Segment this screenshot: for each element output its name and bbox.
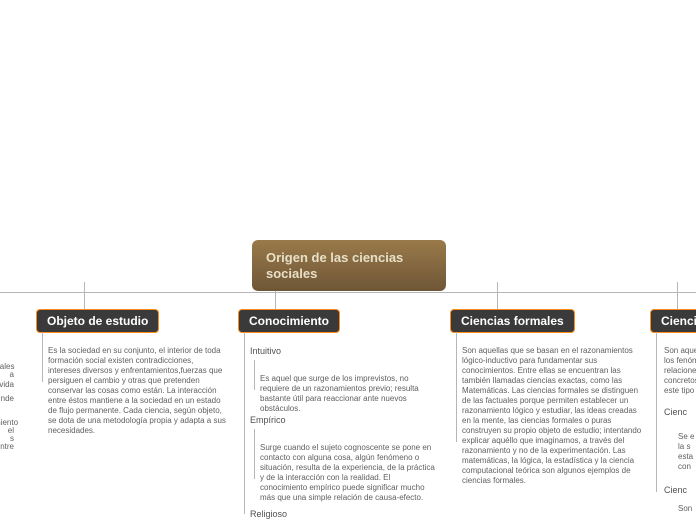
sub-cienc1-desc: Se e la s esta con: [678, 432, 696, 472]
desc-tick: [656, 332, 657, 492]
connector-spine: [0, 292, 696, 293]
node-label: Objeto de estudio: [47, 314, 148, 328]
desc-tick: [244, 332, 245, 514]
root-node[interactable]: Origen de las ciencias sociales: [252, 240, 446, 291]
sub-intuitivo-desc: Es aquel que surge de los imprevistos, n…: [260, 374, 430, 414]
mindmap-canvas: Origen de las ciencias sociales Objeto d…: [0, 0, 696, 520]
desc-tick: [42, 332, 43, 382]
desc-tick: [254, 429, 255, 479]
clipped-left-frag: a vida: [0, 370, 14, 390]
clipped-left-frag: nde: [0, 394, 14, 404]
tick: [677, 282, 678, 292]
sub-cienc2-desc: Son: [678, 504, 696, 514]
tick-down: [84, 292, 85, 309]
sub-empirico[interactable]: Empírico: [250, 415, 286, 425]
tick: [497, 282, 498, 292]
tick-down: [275, 292, 276, 309]
node-label: Ciencias: [661, 314, 696, 328]
tick: [84, 282, 85, 292]
sub-empirico-desc: Surge cuando el sujeto cognoscente se po…: [260, 443, 436, 503]
desc-tick: [254, 360, 255, 390]
node-objeto-desc: Es la sociedad en su conjunto, el interi…: [48, 346, 226, 436]
node-factuales[interactable]: Ciencias: [650, 309, 696, 333]
clipped-left-frag: entre: [0, 442, 14, 452]
node-factuales-desc: Son aque los fenóm relacione concretos e…: [664, 346, 696, 396]
sub-intuitivo[interactable]: Intuitivo: [250, 346, 281, 356]
node-objeto[interactable]: Objeto de estudio: [36, 309, 159, 333]
sub-religioso[interactable]: Religioso: [250, 509, 287, 519]
root-label: Origen de las ciencias sociales: [266, 250, 403, 281]
tick-down: [497, 292, 498, 309]
sub-cienc2[interactable]: Cienc: [664, 485, 687, 495]
node-label: Ciencias formales: [461, 314, 564, 328]
tick-down: [677, 292, 678, 309]
sub-cienc1[interactable]: Cienc: [664, 407, 687, 417]
node-conocimiento[interactable]: Conocimiento: [238, 309, 340, 333]
node-formales-desc: Son aquellas que se basan en el razonami…: [462, 346, 642, 486]
desc-tick: [456, 332, 457, 442]
node-label: Conocimiento: [249, 314, 329, 328]
node-formales[interactable]: Ciencias formales: [450, 309, 575, 333]
